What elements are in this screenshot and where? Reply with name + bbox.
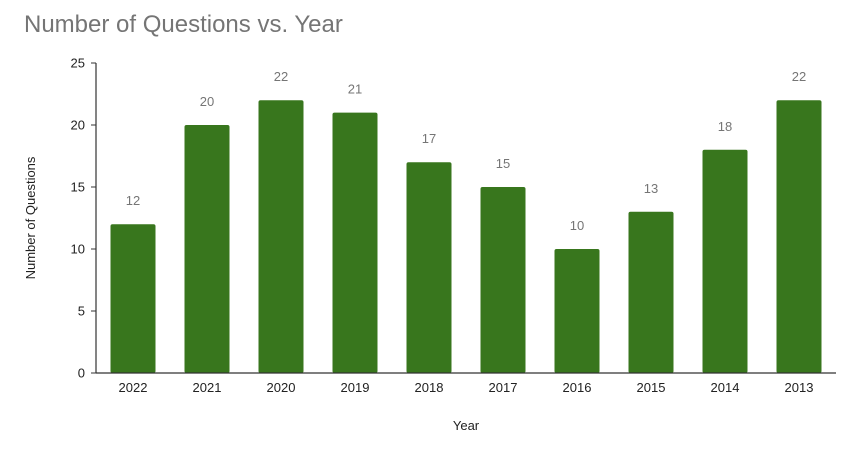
x-tick-label-2016: 2016 [563,380,592,395]
bar-2019 [332,112,378,373]
data-label-2020: 22 [274,69,288,84]
bar-2020 [258,100,304,373]
data-label-2019: 21 [348,82,362,97]
bar-2015 [628,211,674,373]
data-label-2017: 15 [496,156,510,171]
x-tick-label-2013: 2013 [785,380,814,395]
bar-2017 [480,187,526,373]
bar-2014 [702,149,748,373]
x-tick-label-2018: 2018 [415,380,444,395]
bar-2021 [184,125,230,373]
data-labels-group: 12 20 22 21 17 15 10 13 18 22 [126,69,806,233]
data-label-2018: 17 [422,131,436,146]
x-tick-label-2015: 2015 [637,380,666,395]
data-label-2015: 13 [644,181,658,196]
bar-2018 [406,162,452,373]
data-label-2022: 12 [126,193,140,208]
y-tick-label: 20 [71,118,85,133]
bar-2013 [776,100,822,373]
x-axis-ticks: 2022 2021 2020 2019 2018 2017 2016 2015 2014 2013 [119,380,814,395]
chart-title: Number of Questions vs. Year [24,11,343,38]
x-axis-title: Year [453,418,480,433]
data-label-2014: 18 [718,119,732,134]
x-tick-label-2020: 2020 [267,380,296,395]
x-tick-label-2022: 2022 [119,380,148,395]
y-axis-ticks: 0 5 10 15 20 25 [71,56,96,381]
y-tick-label: 10 [71,242,85,257]
y-axis-title: Number of Questions [23,156,38,279]
x-tick-label-2014: 2014 [711,380,740,395]
y-tick-label: 25 [71,56,85,71]
data-label-2013: 22 [792,69,806,84]
y-tick-label: 5 [78,304,85,319]
bar-2016 [554,249,600,373]
bars-group [110,100,822,373]
data-label-2016: 10 [570,218,584,233]
x-tick-label-2017: 2017 [489,380,518,395]
x-tick-label-2021: 2021 [193,380,222,395]
x-tick-label-2019: 2019 [341,380,370,395]
bar-2022 [110,224,156,373]
y-tick-label: 0 [78,366,85,381]
data-label-2021: 20 [200,94,214,109]
y-tick-label: 15 [71,180,85,195]
